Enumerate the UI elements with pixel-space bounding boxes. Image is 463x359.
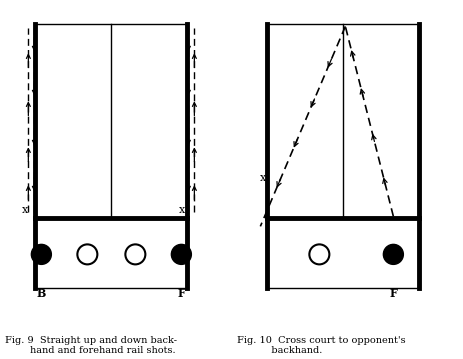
Text: x: x: [22, 205, 28, 215]
Text: Fig. 9  Straight up and down back-
        hand and forehand rail shots.: Fig. 9 Straight up and down back- hand a…: [5, 336, 176, 355]
Text: Fig. 10  Cross court to opponent's
           backhand.: Fig. 10 Cross court to opponent's backha…: [236, 336, 404, 355]
Circle shape: [382, 244, 402, 264]
Circle shape: [171, 244, 191, 264]
Text: B: B: [37, 288, 46, 299]
Circle shape: [31, 244, 51, 264]
Text: F: F: [388, 288, 396, 299]
Text: F: F: [177, 288, 185, 299]
Text: x: x: [260, 173, 266, 183]
Text: x: x: [179, 205, 185, 215]
